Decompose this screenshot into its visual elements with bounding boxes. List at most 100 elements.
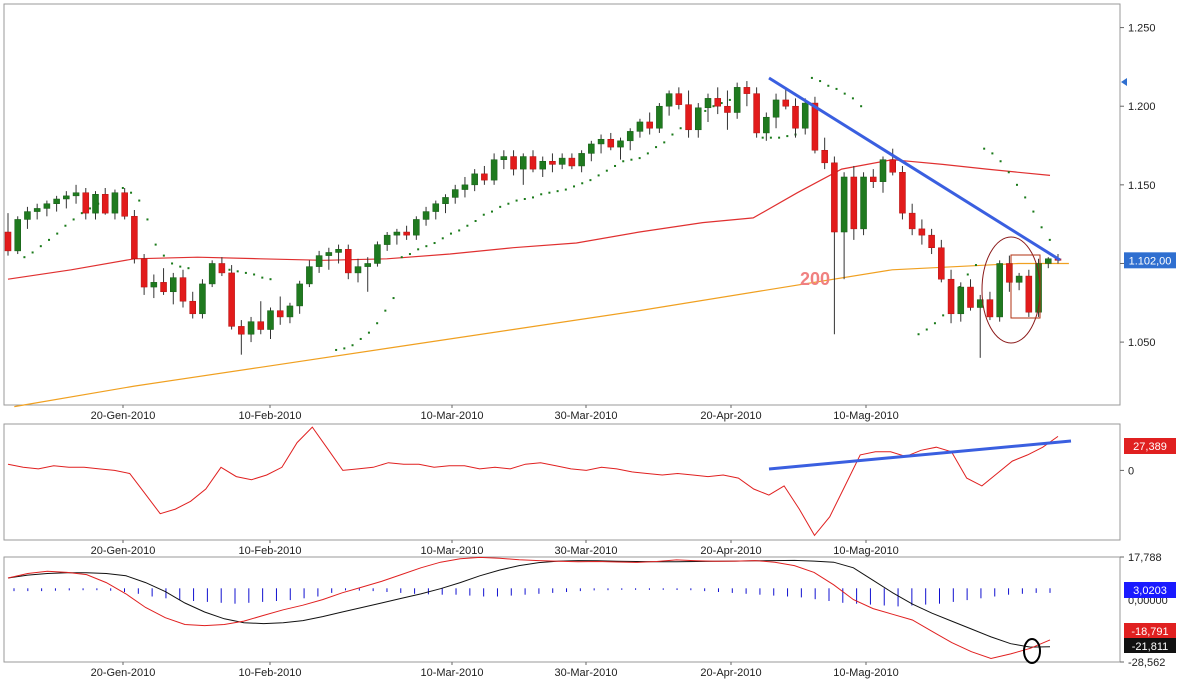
oscillator-frame: [4, 424, 1120, 540]
candle-body: [822, 150, 828, 163]
sar-dot: [179, 266, 181, 268]
sar-dot: [73, 218, 75, 220]
macd-x-tick-label: 10-Mar-2010: [421, 667, 484, 679]
candle-body: [384, 235, 390, 244]
candle-body: [15, 219, 21, 250]
sar-dot: [983, 148, 985, 150]
sar-dot: [23, 256, 25, 258]
price-x-tick-label: 10-Mag-2010: [833, 410, 898, 422]
candle-body: [92, 194, 98, 213]
panel-frames: [4, 4, 1120, 662]
sar-dot: [425, 245, 427, 247]
sar-dot: [1000, 160, 1002, 162]
sar-dot: [368, 332, 370, 334]
sar-dot: [270, 278, 272, 280]
sar-dot: [146, 218, 148, 220]
sar-dot: [343, 347, 345, 349]
candle-body: [1026, 276, 1032, 312]
sar-dot: [811, 77, 813, 79]
candle-body: [112, 193, 118, 213]
sar-dot: [671, 134, 673, 136]
sar-dot: [786, 135, 788, 137]
sar-dot: [680, 127, 682, 129]
sar-dot: [1008, 171, 1010, 173]
candle-body: [442, 197, 448, 203]
candle-body: [491, 160, 497, 180]
candle-body: [83, 193, 89, 213]
oscillator-last-label: 27,389: [1133, 441, 1167, 453]
price-x-tick-label: 10-Feb-2010: [239, 410, 302, 422]
sar-dot: [1049, 239, 1051, 241]
candle-body: [754, 94, 760, 133]
candle-body: [345, 249, 351, 273]
candle-body: [238, 326, 244, 334]
sar-dot: [171, 262, 173, 264]
sar-dot: [827, 85, 829, 87]
sar-dot: [991, 152, 993, 154]
sar-dot: [360, 338, 362, 340]
sar-dot: [712, 105, 714, 107]
sar-dot: [261, 277, 263, 279]
sar-dot: [40, 245, 42, 247]
sar-dot: [639, 157, 641, 159]
candle-body: [423, 212, 429, 220]
sar-dot: [483, 214, 485, 216]
candle-body: [24, 212, 30, 220]
sar-dot: [532, 196, 534, 198]
sar-dot: [1024, 196, 1026, 198]
candle-body: [647, 122, 653, 128]
candle-body: [122, 193, 128, 217]
sar-dot: [655, 146, 657, 148]
sar-dot: [975, 264, 977, 266]
candle-body: [967, 287, 973, 307]
candle-body: [569, 158, 575, 166]
price-y-tick-label: 1.250: [1128, 23, 1156, 35]
candle-body: [870, 177, 876, 182]
candle-body: [686, 105, 692, 130]
price-y-tick-label: 1.150: [1128, 180, 1156, 192]
osc-x-tick-label: 20-Gen-2010: [91, 545, 156, 557]
sar-dot: [934, 322, 936, 324]
candle-body: [433, 204, 439, 212]
sar-dot: [516, 200, 518, 202]
sar-dot: [466, 225, 468, 227]
macd-blue-label: 3,0203: [1133, 585, 1167, 597]
sar-dot: [1032, 211, 1034, 213]
sar-dot: [589, 179, 591, 181]
sar-dot: [434, 242, 436, 244]
candle-body: [627, 131, 633, 140]
sar-dot: [450, 233, 452, 235]
ma200-label: 200: [800, 269, 830, 289]
candle-body: [617, 141, 623, 147]
sar-dot: [130, 192, 132, 194]
sar-dot: [860, 105, 862, 107]
candle-body: [355, 267, 361, 273]
sar-dot: [967, 273, 969, 275]
candle-body: [890, 160, 896, 173]
candle-body: [520, 157, 526, 170]
candle-body: [559, 158, 565, 164]
candle-body: [277, 311, 283, 317]
sar-dot: [704, 110, 706, 112]
candle-body: [180, 278, 186, 302]
macd-x-tick-label: 20-Gen-2010: [91, 667, 156, 679]
candle-body: [763, 117, 769, 133]
candle-body: [365, 263, 371, 266]
candle-body: [880, 160, 886, 182]
sar-dot: [606, 170, 608, 172]
candle-body: [452, 190, 458, 198]
sar-dot: [245, 272, 247, 274]
candle-body: [336, 249, 342, 252]
macd-x-tick-label: 30-Mar-2010: [555, 667, 618, 679]
price-y-tick-label: 1.200: [1128, 101, 1156, 113]
candle-body: [841, 177, 847, 232]
candle-body: [199, 284, 205, 314]
candle-body: [997, 263, 1003, 316]
candle-body: [413, 219, 419, 235]
sar-dot: [565, 189, 567, 191]
candle-body: [102, 194, 108, 213]
macd-x-tick-label: 10-Mag-2010: [833, 667, 898, 679]
sar-dot: [475, 220, 477, 222]
macd-black-label: -21,811: [1132, 641, 1169, 653]
